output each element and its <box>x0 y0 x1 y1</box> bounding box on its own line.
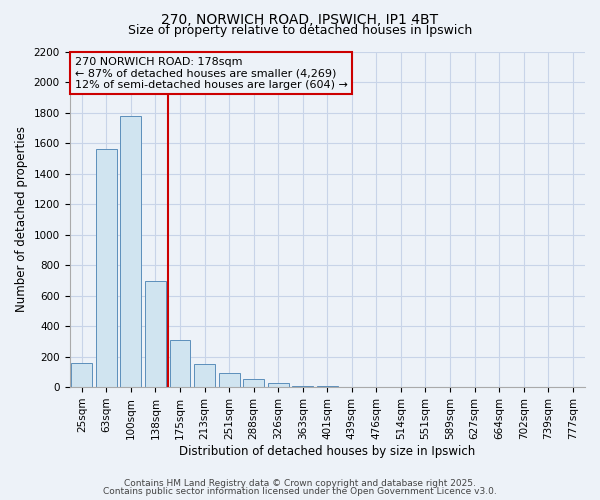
Bar <box>317 386 338 387</box>
Bar <box>292 386 313 387</box>
Text: 270 NORWICH ROAD: 178sqm
← 87% of detached houses are smaller (4,269)
12% of sem: 270 NORWICH ROAD: 178sqm ← 87% of detach… <box>74 56 347 90</box>
Bar <box>71 364 92 387</box>
Bar <box>243 378 264 387</box>
Bar <box>145 281 166 387</box>
Bar <box>170 340 190 387</box>
X-axis label: Distribution of detached houses by size in Ipswich: Distribution of detached houses by size … <box>179 444 475 458</box>
Text: 270, NORWICH ROAD, IPSWICH, IP1 4BT: 270, NORWICH ROAD, IPSWICH, IP1 4BT <box>161 12 439 26</box>
Text: Contains HM Land Registry data © Crown copyright and database right 2025.: Contains HM Land Registry data © Crown c… <box>124 478 476 488</box>
Bar <box>218 372 239 387</box>
Bar <box>194 364 215 387</box>
Bar <box>121 116 142 387</box>
Bar <box>96 149 117 387</box>
Text: Size of property relative to detached houses in Ipswich: Size of property relative to detached ho… <box>128 24 472 37</box>
Bar <box>268 382 289 387</box>
Text: Contains public sector information licensed under the Open Government Licence v3: Contains public sector information licen… <box>103 487 497 496</box>
Y-axis label: Number of detached properties: Number of detached properties <box>15 126 28 312</box>
